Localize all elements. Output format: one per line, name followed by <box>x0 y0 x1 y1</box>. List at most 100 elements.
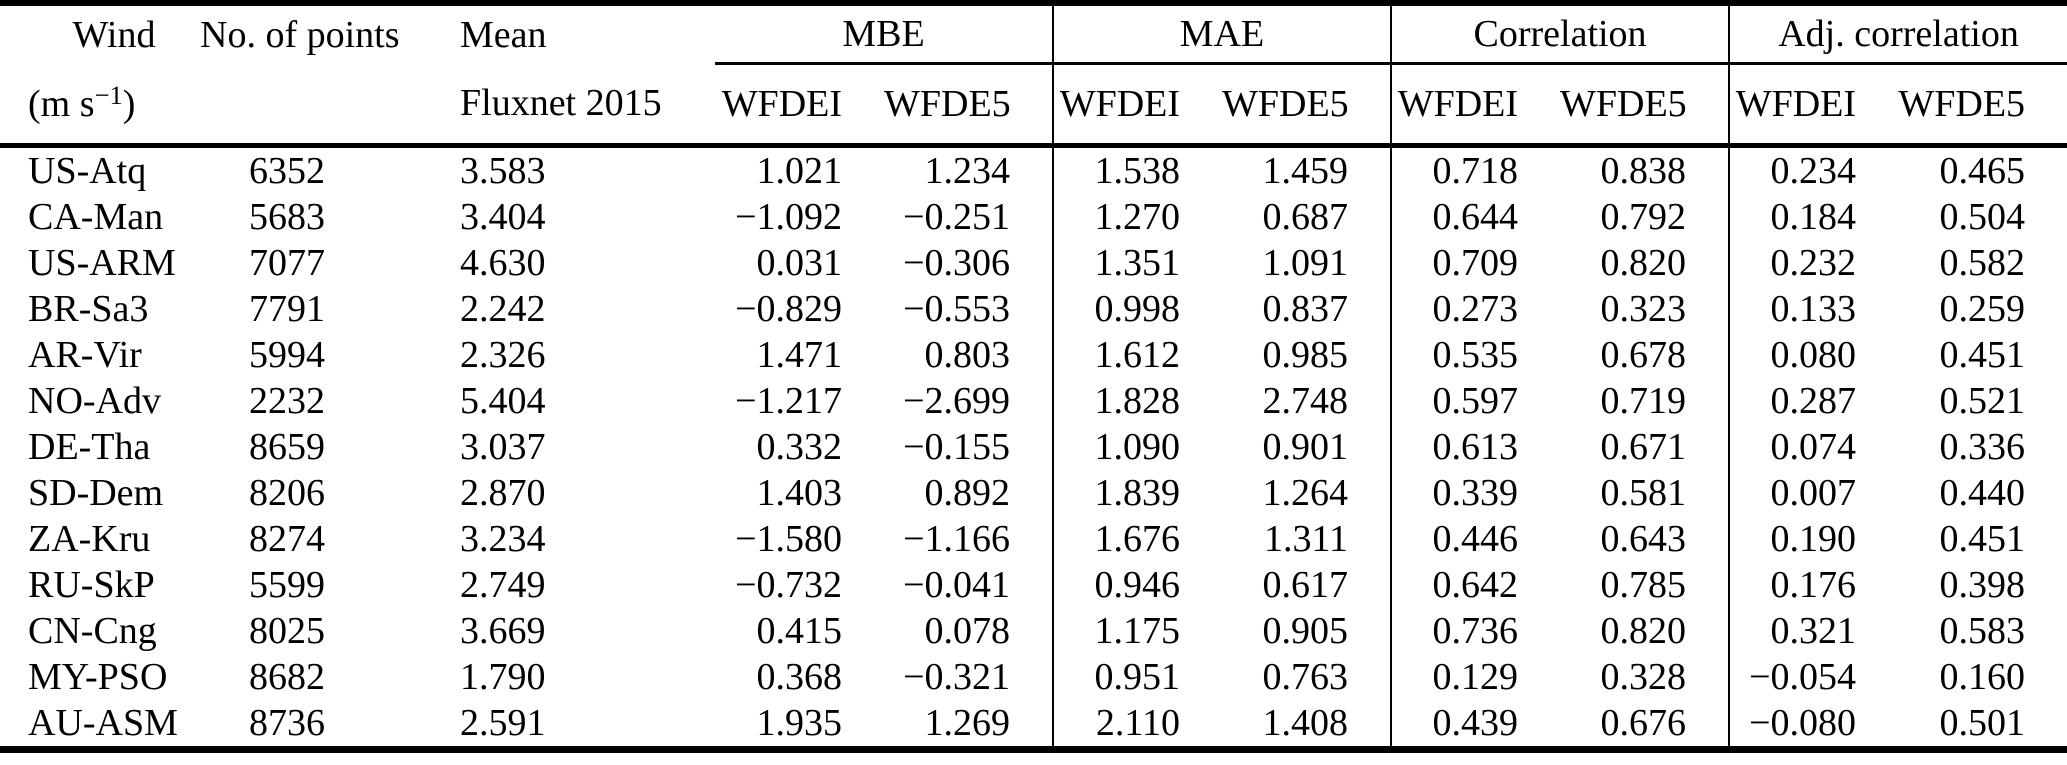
value-cell: 0.803 <box>924 334 1011 376</box>
subheader-mbe-wfde5: WFDE5 <box>884 63 1054 148</box>
value-cell: 0.581 <box>1600 472 1687 514</box>
value-cell: −0.306 <box>903 242 1011 284</box>
points-cell: 8736 <box>249 702 325 744</box>
points-cell: 5683 <box>249 196 325 238</box>
value-cell: 0.613 <box>1390 424 1561 470</box>
value-cell: 0.440 <box>1939 472 2026 514</box>
value-cell: 0.763 <box>1262 656 1349 698</box>
value-cell: 0.031 <box>756 242 843 284</box>
value-cell: 2.748 <box>1262 380 1349 422</box>
value-cell: −0.080 <box>1728 700 1899 750</box>
value-cell: 0.328 <box>1600 656 1687 698</box>
mean-cell: 3.404 <box>460 196 546 238</box>
table-row: SD-Dem 8206 2.870 1.403 0.892 1.839 1.26… <box>0 470 2067 516</box>
value-cell: −1.580 <box>735 518 842 560</box>
value-cell: 0.687 <box>1262 196 1349 238</box>
mean-cell: 2.242 <box>460 288 546 330</box>
value-cell: 1.403 <box>756 472 843 514</box>
mean-cell: 4.630 <box>460 242 546 284</box>
mean-cell: 2.749 <box>460 564 546 606</box>
points-header: No. of points <box>200 13 400 56</box>
value-cell: 1.175 <box>1052 608 1223 654</box>
mean-header: Mean <box>460 13 547 56</box>
value-cell: 0.946 <box>1052 562 1223 608</box>
value-cell: 1.612 <box>1052 332 1223 378</box>
subheader-mbe-wfdei: WFDEI <box>715 63 884 148</box>
table-row: CA-Man 5683 3.404 −1.092 −0.251 1.270 0.… <box>0 194 2067 240</box>
points-cell: 5994 <box>249 334 325 376</box>
group-header-row: Wind No. of points Mean MBE MAE Correlat… <box>0 3 2067 65</box>
value-cell: 0.234 <box>1728 145 1899 194</box>
mean-cell: 2.326 <box>460 334 546 376</box>
site-cell: RU-SkP <box>28 564 155 606</box>
table-row: CN-Cng 8025 3.669 0.415 0.078 1.175 0.90… <box>0 608 2067 654</box>
value-cell: 0.901 <box>1262 426 1349 468</box>
points-cell: 7077 <box>249 242 325 284</box>
value-cell: 1.234 <box>924 150 1011 192</box>
value-cell: 0.190 <box>1728 516 1899 562</box>
table-row: ZA-Kru 8274 3.234 −1.580 −1.166 1.676 1.… <box>0 516 2067 562</box>
value-cell: 1.676 <box>1052 516 1223 562</box>
value-cell: 0.617 <box>1262 564 1349 606</box>
value-cell: 0.535 <box>1390 332 1561 378</box>
value-cell: 0.583 <box>1939 610 2026 652</box>
subheader-corr-wfde5: WFDE5 <box>1560 63 1730 148</box>
value-cell: 0.838 <box>1600 150 1687 192</box>
site-cell: CA-Man <box>28 196 164 238</box>
value-cell: 0.259 <box>1939 288 2026 330</box>
value-cell: 0.323 <box>1600 288 1687 330</box>
table-row: NO-Adv 2232 5.404 −1.217 −2.699 1.828 2.… <box>0 378 2067 424</box>
value-cell: 0.287 <box>1728 378 1899 424</box>
site-cell: NO-Adv <box>28 380 161 422</box>
value-cell: 1.269 <box>924 702 1011 744</box>
mean-cell: 5.404 <box>460 380 546 422</box>
value-cell: 1.408 <box>1262 702 1349 744</box>
site-cell: CN-Cng <box>28 610 157 652</box>
mean-cell: 2.591 <box>460 702 546 744</box>
group-header-mbe: MBE <box>715 3 1054 65</box>
value-cell: 1.351 <box>1052 240 1223 286</box>
value-cell: 1.091 <box>1262 242 1349 284</box>
value-cell: 1.828 <box>1052 378 1223 424</box>
value-cell: 0.709 <box>1390 240 1561 286</box>
points-subheader-empty <box>200 63 460 148</box>
mean-cell: 3.037 <box>460 426 546 468</box>
value-cell: 0.184 <box>1728 194 1899 240</box>
site-cell: DE-Tha <box>28 426 151 468</box>
table-row: DE-Tha 8659 3.037 0.332 −0.155 1.090 0.9… <box>0 424 2067 470</box>
mean-cell: 1.790 <box>460 656 546 698</box>
value-cell: −0.732 <box>735 564 842 606</box>
value-cell: 0.415 <box>756 610 843 652</box>
value-cell: −0.054 <box>1728 654 1899 700</box>
value-cell: 0.451 <box>1939 334 2026 376</box>
value-cell: −1.166 <box>903 518 1011 560</box>
unit-text-pre: (m s <box>28 83 95 126</box>
unit-superscript: −1 <box>94 80 123 111</box>
table-row: MY-PSO 8682 1.790 0.368 −0.321 0.951 0.7… <box>0 654 2067 700</box>
site-cell: US-Atq <box>28 150 147 192</box>
value-cell: 0.892 <box>924 472 1011 514</box>
value-cell: 0.671 <box>1600 426 1687 468</box>
value-cell: 1.270 <box>1052 194 1223 240</box>
subheader-corr-wfdei: WFDEI <box>1390 63 1561 148</box>
value-cell: 0.642 <box>1390 562 1561 608</box>
value-cell: 0.232 <box>1728 240 1899 286</box>
value-cell: 0.332 <box>756 426 843 468</box>
value-cell: 1.264 <box>1262 472 1349 514</box>
value-cell: 0.133 <box>1728 286 1899 332</box>
unit-text-post: ) <box>122 83 136 126</box>
site-cell: AR-Vir <box>28 334 142 376</box>
value-cell: 0.368 <box>756 656 843 698</box>
value-cell: 0.398 <box>1939 564 2026 606</box>
value-cell: 1.839 <box>1052 470 1223 516</box>
value-cell: 0.985 <box>1262 334 1349 376</box>
sub-header-row: (m s−1) Fluxnet 2015 WFDEI WFDE5 WFDEI W… <box>0 63 2067 148</box>
value-cell: 1.090 <box>1052 424 1223 470</box>
table-row: RU-SkP 5599 2.749 −0.732 −0.041 0.946 0.… <box>0 562 2067 608</box>
mean-cell: 3.234 <box>460 518 546 560</box>
mean-cell: 3.583 <box>460 150 546 192</box>
value-cell: 0.792 <box>1600 196 1687 238</box>
value-cell: −0.829 <box>735 288 842 330</box>
value-cell: 0.446 <box>1390 516 1561 562</box>
